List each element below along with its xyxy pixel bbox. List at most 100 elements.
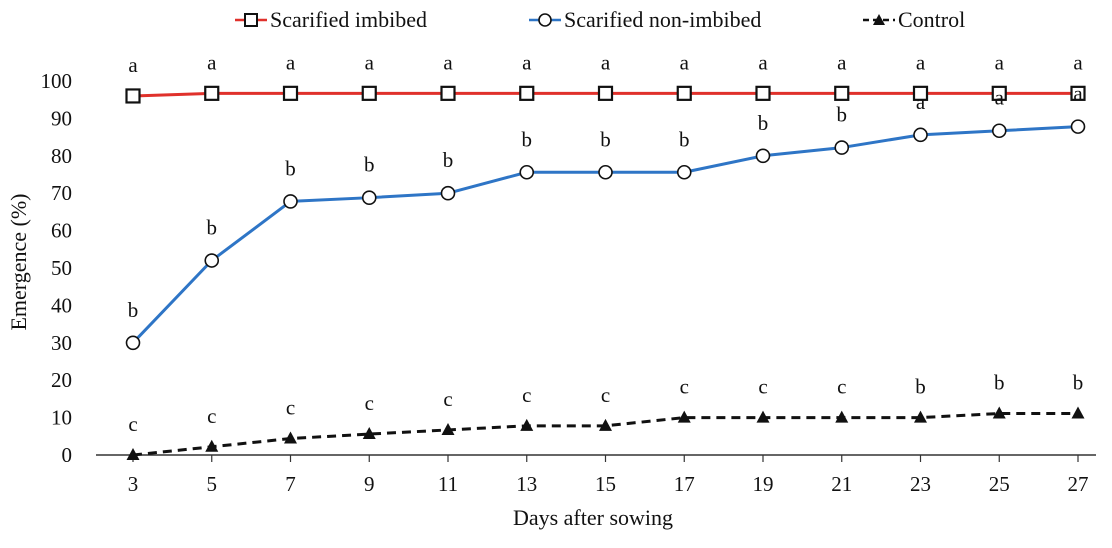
significance-letter: b <box>443 148 454 172</box>
data-point-square <box>440 85 456 101</box>
data-point-square <box>282 85 299 101</box>
data-point-square <box>125 88 141 104</box>
significance-letter: b <box>679 127 690 151</box>
data-point-triangle <box>362 427 376 440</box>
data-point-square <box>1070 85 1086 101</box>
data-point-triangle <box>284 431 297 444</box>
data-point-square <box>912 85 929 101</box>
y-tick-label: 40 <box>51 293 72 317</box>
x-tick-label: 19 <box>753 472 774 496</box>
data-point-triangle <box>126 448 140 460</box>
data-point-square <box>597 85 614 101</box>
data-point-triangle <box>914 410 927 423</box>
data-point-triangle <box>677 410 691 423</box>
y-tick-label: 70 <box>51 181 72 205</box>
x-tick-label: 25 <box>989 472 1010 496</box>
data-point-square <box>755 85 771 101</box>
y-tick-label: 100 <box>41 69 73 93</box>
x-tick-label: 23 <box>910 472 931 496</box>
significance-letter: b <box>915 375 926 399</box>
significance-letter: a <box>758 50 768 74</box>
significance-letter: b <box>837 103 848 127</box>
series-line-1 <box>131 125 1079 344</box>
y-tick-label: 80 <box>51 144 72 168</box>
data-point-circle <box>1070 119 1086 134</box>
x-tick-label: 9 <box>364 472 375 496</box>
legend-item-scarified-imbibed: Scarified imbibed <box>234 5 427 35</box>
legend-item-control: Control <box>862 5 965 35</box>
data-point-triangle <box>205 439 219 452</box>
significance-letter: a <box>680 50 690 74</box>
significance-letter: a <box>601 50 611 74</box>
significance-letter: b <box>128 298 139 322</box>
significance-letter: c <box>758 375 767 399</box>
x-tick-label: 7 <box>285 472 296 496</box>
significance-letter: a <box>1073 82 1083 106</box>
significance-letter: a <box>916 50 926 74</box>
significance-letter: b <box>285 156 296 180</box>
x-tick-label: 11 <box>438 472 458 496</box>
significance-letter: b <box>600 127 611 151</box>
x-axis-label: Days after sowing <box>513 505 673 530</box>
legend-label-control: Control <box>898 7 966 32</box>
significance-letter: c <box>286 396 295 420</box>
data-point-square <box>204 85 220 101</box>
data-point-circle <box>913 127 928 143</box>
significance-letter: c <box>522 383 531 407</box>
data-point-square <box>834 85 850 101</box>
data-point-circle <box>204 253 220 268</box>
y-tick-label: 90 <box>51 106 72 130</box>
data-point-circle <box>991 123 1007 139</box>
data-point-triangle <box>992 406 1006 419</box>
legend-label-scarified-imbibed: Scarified imbibed <box>270 7 428 32</box>
legend-circle-marker-icon <box>529 13 561 27</box>
data-point-circle <box>676 164 692 180</box>
significance-letter: b <box>1073 370 1084 394</box>
data-point-triangle <box>835 410 849 423</box>
y-axis-label: Emergence (%) <box>6 193 31 330</box>
significance-letter: a <box>837 50 847 74</box>
y-tick-label: 20 <box>51 368 72 392</box>
significance-letter: a <box>995 50 1005 74</box>
x-tick-label: 5 <box>207 472 218 496</box>
x-tick-label: 27 <box>1068 472 1089 496</box>
y-tick-label: 0 <box>62 443 73 467</box>
x-tick-label: 17 <box>674 472 695 496</box>
data-point-circle <box>440 185 456 201</box>
significance-letter: a <box>207 50 217 74</box>
y-tick-label: 30 <box>51 331 72 355</box>
data-point-triangle <box>756 410 770 423</box>
legend-item-scarified-non-imbibed: Scarified non-imbibed <box>528 5 761 35</box>
significance-letter: c <box>365 391 374 415</box>
data-point-circle <box>755 148 771 164</box>
data-point-triangle <box>599 418 612 431</box>
significance-letter: c <box>601 383 610 407</box>
data-point-circle <box>283 194 298 209</box>
data-point-triangle <box>441 422 455 435</box>
x-tick-label: 3 <box>128 472 139 496</box>
data-point-circle <box>125 335 141 351</box>
data-point-square <box>361 85 377 101</box>
data-point-circle <box>519 164 535 180</box>
significance-letter: a <box>286 50 296 74</box>
legend-triangle-marker-icon <box>863 14 895 25</box>
significance-letter: c <box>207 404 216 428</box>
x-tick-label: 21 <box>831 472 852 496</box>
y-tick-label: 60 <box>51 219 72 243</box>
data-point-circle <box>834 140 850 155</box>
data-point-square <box>676 85 692 101</box>
significance-letter: c <box>128 412 137 436</box>
data-point-triangle <box>1071 406 1085 419</box>
significance-letter: b <box>522 127 533 151</box>
data-point-circle <box>598 164 613 180</box>
significance-letter: a <box>522 50 532 74</box>
data-point-circle <box>361 190 377 205</box>
significance-letter: a <box>365 50 375 74</box>
x-tick-label: 13 <box>516 472 537 496</box>
significance-letter: b <box>758 111 769 135</box>
axes: 0 10 20 30 40 50 60 70 80 90 100 3 5 7 9 11 13 15 17 19 21 23… <box>41 69 1096 496</box>
significance-letter: b <box>994 370 1005 394</box>
significance-letter: c <box>680 375 689 399</box>
significance-letter: c <box>443 387 452 411</box>
